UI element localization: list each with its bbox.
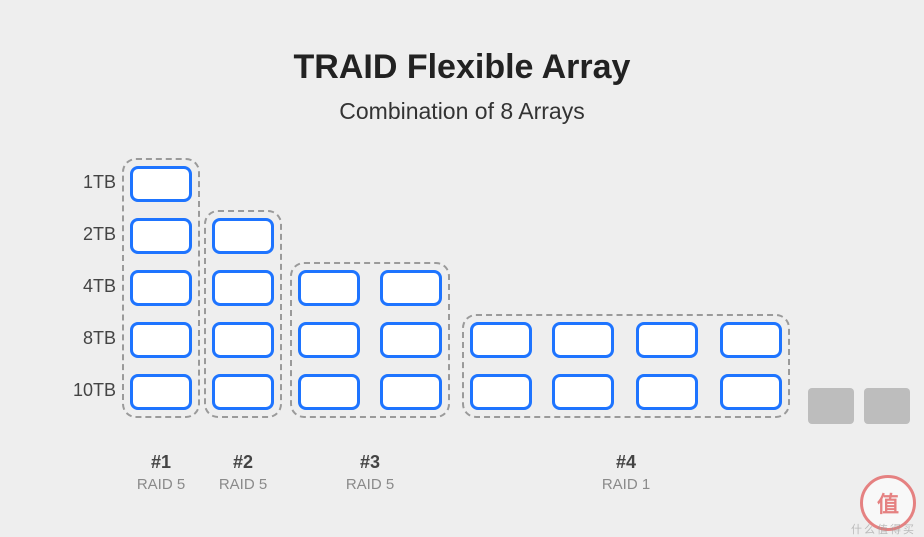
- disk-block: [636, 374, 698, 410]
- disk-block: [552, 322, 614, 358]
- disk-block: [380, 270, 442, 306]
- disk-block: [130, 166, 192, 202]
- row-label: 8TB: [64, 328, 116, 349]
- group-raid-label: RAID 5: [193, 476, 293, 493]
- extra-block: [808, 388, 854, 424]
- row-label: 1TB: [64, 172, 116, 193]
- disk-block: [130, 218, 192, 254]
- row-label: 2TB: [64, 224, 116, 245]
- disk-block: [720, 374, 782, 410]
- group-id-label: #1: [121, 452, 201, 473]
- disk-block: [298, 374, 360, 410]
- disk-block: [212, 218, 274, 254]
- disk-block: [552, 374, 614, 410]
- disk-block: [720, 322, 782, 358]
- disk-block: [130, 270, 192, 306]
- group-id-label: #4: [586, 452, 666, 473]
- row-label: 10TB: [64, 380, 116, 401]
- group-raid-label: RAID 1: [576, 476, 676, 493]
- watermark-text: 什么值得买: [851, 521, 916, 537]
- disk-block: [212, 270, 274, 306]
- disk-block: [298, 270, 360, 306]
- row-label: 4TB: [64, 276, 116, 297]
- disk-block: [298, 322, 360, 358]
- disk-block: [380, 374, 442, 410]
- disk-block: [130, 374, 192, 410]
- group-id-label: #2: [203, 452, 283, 473]
- group-raid-label: RAID 5: [320, 476, 420, 493]
- disk-block: [130, 322, 192, 358]
- disk-block: [636, 322, 698, 358]
- disk-block: [212, 322, 274, 358]
- disk-block: [470, 322, 532, 358]
- page-title: TRAID Flexible Array: [0, 48, 924, 87]
- disk-block: [380, 322, 442, 358]
- page-subtitle: Combination of 8 Arrays: [0, 98, 924, 125]
- disk-block: [212, 374, 274, 410]
- watermark-char: 值: [877, 487, 899, 519]
- group-id-label: #3: [330, 452, 410, 473]
- disk-block: [470, 374, 532, 410]
- extra-block: [864, 388, 910, 424]
